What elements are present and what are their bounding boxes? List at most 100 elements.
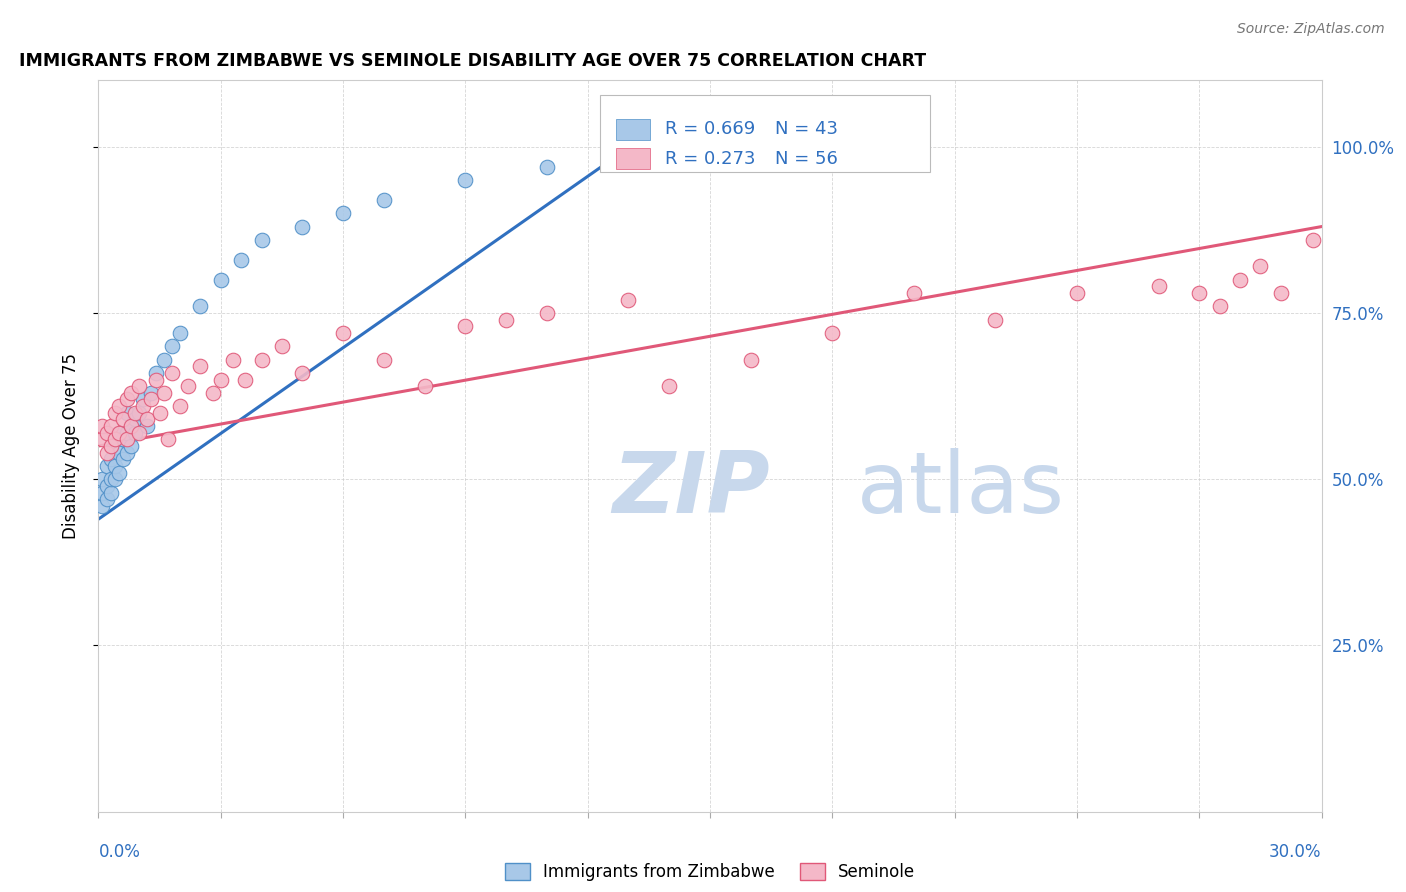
Point — [1229, 273, 1251, 287]
Point — [115, 425, 138, 440]
Point — [128, 425, 150, 440]
Point — [332, 206, 354, 220]
Point — [115, 392, 138, 407]
Point — [100, 439, 122, 453]
Point — [145, 372, 167, 386]
Point — [160, 366, 183, 380]
Point — [100, 419, 122, 434]
Point — [209, 273, 232, 287]
Point — [120, 385, 142, 400]
Point — [108, 466, 131, 480]
Point — [201, 385, 224, 400]
Point — [120, 419, 142, 434]
Point — [136, 419, 159, 434]
Point — [454, 319, 477, 334]
Text: 30.0%: 30.0% — [1270, 843, 1322, 861]
Text: R = 0.669: R = 0.669 — [665, 120, 755, 138]
Point — [91, 485, 114, 500]
Point — [124, 406, 146, 420]
Point — [984, 312, 1007, 326]
Point — [495, 312, 517, 326]
Point — [160, 339, 183, 353]
Point — [100, 452, 122, 467]
Point — [231, 252, 253, 267]
Point — [658, 379, 681, 393]
Point — [1147, 279, 1170, 293]
Point — [141, 392, 163, 407]
Point — [132, 399, 155, 413]
Point — [188, 299, 212, 313]
Point — [96, 458, 118, 473]
Point — [145, 366, 167, 380]
Point — [104, 433, 127, 447]
Point — [821, 326, 844, 340]
Point — [108, 425, 131, 440]
Point — [91, 499, 114, 513]
Point — [96, 479, 118, 493]
Point — [104, 472, 127, 486]
Point — [617, 293, 640, 307]
Point — [233, 372, 256, 386]
Point — [209, 372, 232, 386]
Point — [373, 352, 395, 367]
Point — [332, 326, 354, 340]
Y-axis label: Disability Age Over 75: Disability Age Over 75 — [62, 353, 80, 539]
Text: ZIP: ZIP — [612, 449, 770, 532]
Point — [188, 359, 212, 374]
Point — [96, 445, 118, 459]
Point — [136, 412, 159, 426]
Point — [617, 140, 640, 154]
Point — [128, 379, 150, 393]
Point — [120, 419, 142, 434]
FancyBboxPatch shape — [616, 119, 650, 139]
Point — [91, 472, 114, 486]
Point — [536, 160, 558, 174]
Point — [115, 406, 138, 420]
FancyBboxPatch shape — [600, 95, 931, 171]
Point — [1188, 286, 1211, 301]
Point — [1270, 286, 1292, 301]
Point — [373, 193, 395, 207]
Text: R = 0.273: R = 0.273 — [665, 150, 755, 168]
Point — [169, 399, 191, 413]
Point — [903, 286, 925, 301]
Point — [222, 352, 245, 367]
Point — [91, 419, 114, 434]
Point — [120, 439, 142, 453]
Point — [169, 326, 191, 340]
Point — [104, 406, 127, 420]
Point — [100, 472, 122, 486]
Point — [1209, 299, 1232, 313]
Point — [111, 412, 134, 426]
Point — [132, 392, 155, 407]
Text: Source: ZipAtlas.com: Source: ZipAtlas.com — [1237, 22, 1385, 37]
Point — [291, 219, 314, 234]
Point — [250, 352, 273, 367]
Point — [96, 425, 118, 440]
Point — [152, 352, 174, 367]
Point — [156, 433, 179, 447]
Point — [536, 306, 558, 320]
Point — [177, 379, 200, 393]
Point — [454, 173, 477, 187]
Point — [111, 433, 134, 447]
Point — [1302, 233, 1324, 247]
Text: 0.0%: 0.0% — [98, 843, 141, 861]
Point — [141, 385, 163, 400]
Text: N = 43: N = 43 — [775, 120, 838, 138]
Point — [115, 433, 138, 447]
Point — [124, 425, 146, 440]
Point — [1066, 286, 1088, 301]
Point — [1249, 260, 1271, 274]
Point — [740, 352, 762, 367]
Point — [104, 458, 127, 473]
Point — [108, 445, 131, 459]
Point — [115, 445, 138, 459]
Point — [96, 492, 118, 507]
Point — [152, 385, 174, 400]
Point — [291, 366, 314, 380]
Point — [108, 425, 131, 440]
Text: IMMIGRANTS FROM ZIMBABWE VS SEMINOLE DISABILITY AGE OVER 75 CORRELATION CHART: IMMIGRANTS FROM ZIMBABWE VS SEMINOLE DIS… — [18, 53, 927, 70]
Point — [91, 433, 114, 447]
FancyBboxPatch shape — [616, 148, 650, 169]
